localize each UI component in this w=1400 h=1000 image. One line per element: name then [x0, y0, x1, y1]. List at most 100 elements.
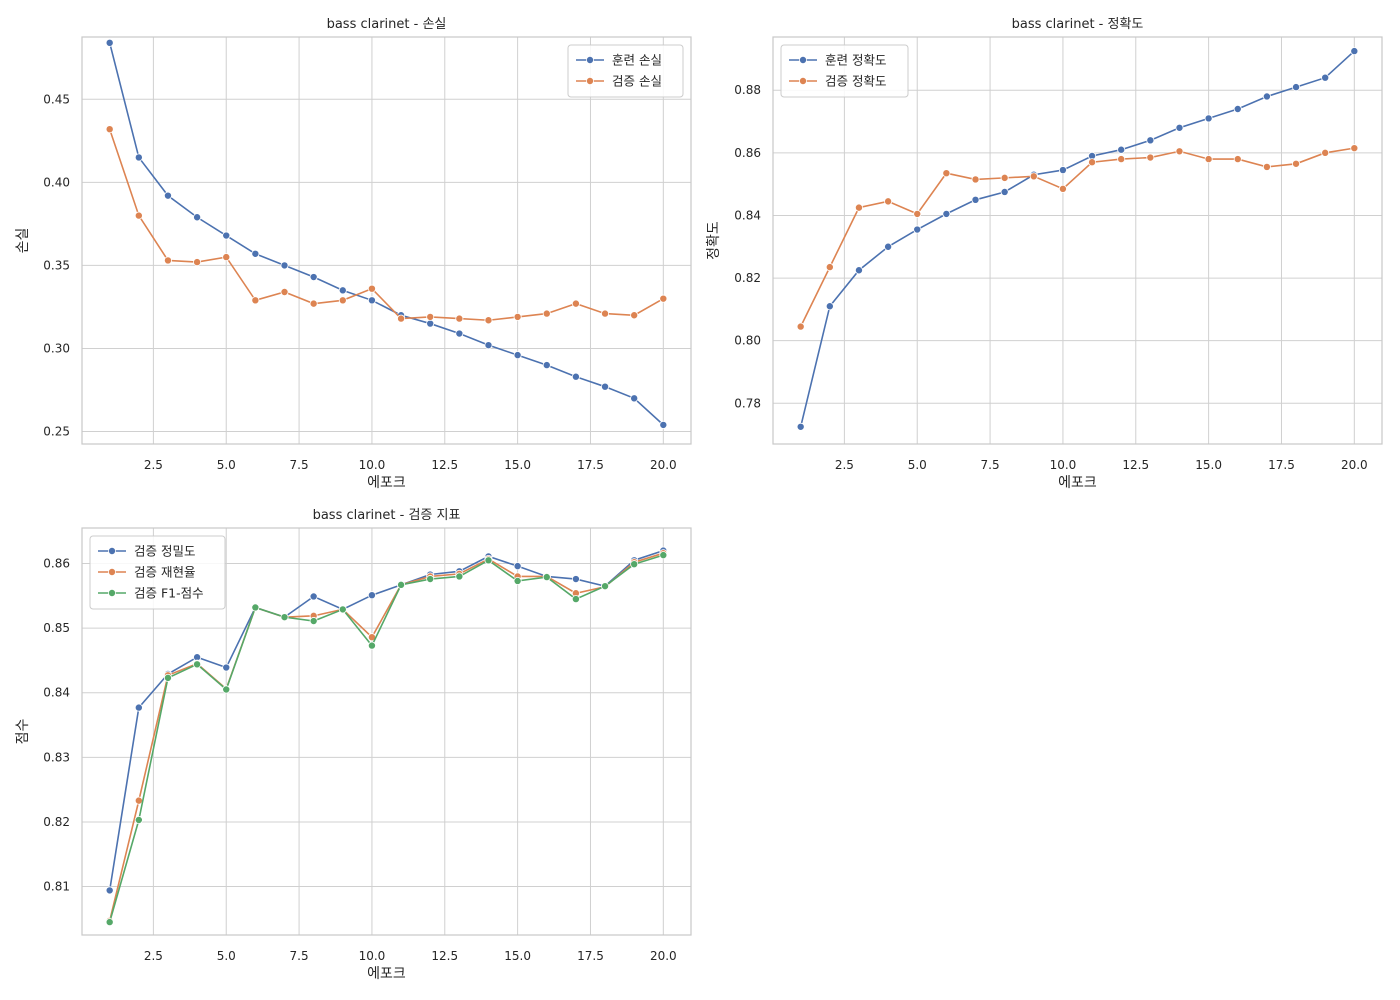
- x-tick-label: 5.0: [217, 949, 236, 963]
- x-tick-label: 15.0: [1195, 458, 1222, 472]
- data-point: [601, 582, 610, 591]
- data-point: [1204, 114, 1213, 123]
- data-point: [571, 595, 580, 604]
- legend-label: 검증 F1-점수: [134, 586, 204, 601]
- data-point: [601, 382, 610, 391]
- data-point: [659, 294, 668, 303]
- x-tick-label: 5.0: [217, 458, 236, 472]
- series-path: [108, 128, 664, 322]
- data-point: [1146, 136, 1155, 145]
- plot-frame: [81, 36, 692, 445]
- data-point: [571, 372, 580, 381]
- chart-panel-3: 2.5 5.0 7.5 10.0 12.5 15.0 17.5 20.0 0.81 0.82 0.8…: [15, 508, 692, 982]
- legend-marker: [108, 547, 117, 556]
- legend-marker: [108, 568, 117, 577]
- data-point: [1233, 155, 1242, 164]
- chart-title: bass clarinet - 검증 지표: [313, 508, 461, 523]
- data-point: [1233, 105, 1242, 114]
- data-point: [426, 575, 435, 584]
- y-tick-label: 0.25: [43, 425, 70, 439]
- y-tick-label: 0.82: [43, 815, 70, 829]
- data-point: [1058, 166, 1067, 175]
- data-point: [1117, 155, 1126, 164]
- x-tick-label: 2.5: [835, 458, 854, 472]
- data-point: [854, 266, 863, 275]
- legend-marker: [108, 589, 117, 598]
- y-tick-label: 0.45: [43, 92, 70, 106]
- y-tick-label: 0.84: [734, 208, 761, 222]
- legend-marker: [799, 77, 808, 86]
- x-tick-label: 2.5: [144, 949, 163, 963]
- data-point: [1058, 184, 1067, 193]
- y-tick-label: 0.86: [734, 146, 761, 160]
- data-point: [163, 673, 172, 682]
- data-point: [1262, 92, 1271, 101]
- data-point: [163, 191, 172, 200]
- data-point: [134, 816, 143, 825]
- data-point: [971, 175, 980, 184]
- data-point: [542, 361, 551, 370]
- y-tick-label: 0.40: [43, 175, 70, 189]
- data-point: [1000, 187, 1009, 196]
- data-point: [854, 203, 863, 212]
- data-point: [1321, 73, 1330, 82]
- legend-label: 훈련 정확도: [825, 53, 886, 68]
- y-tick-label: 0.88: [734, 83, 761, 97]
- data-point: [367, 641, 376, 650]
- data-point: [163, 256, 172, 265]
- data-point: [426, 319, 435, 328]
- chart-panel-2: 2.5 5.0 7.5 10.0 12.5 15.0 17.5 20.0 0.78 0.80 0.8…: [706, 17, 1383, 491]
- data-point: [280, 613, 289, 622]
- data-point: [455, 329, 464, 338]
- data-point: [796, 322, 805, 331]
- x-tick-label: 7.5: [981, 458, 1000, 472]
- data-point: [134, 703, 143, 712]
- data-point: [542, 573, 551, 582]
- y-tick-label: 0.30: [43, 341, 70, 355]
- data-point: [251, 296, 260, 305]
- x-tick-label: 5.0: [908, 458, 927, 472]
- x-tick-label: 12.5: [1122, 458, 1149, 472]
- data-point: [134, 211, 143, 220]
- x-tick-label: 10.0: [359, 949, 386, 963]
- legend-label: 검증 손실: [612, 74, 662, 89]
- data-point: [367, 284, 376, 293]
- y-tick-label: 0.86: [43, 557, 70, 571]
- data-point: [1029, 172, 1038, 181]
- x-tick-label: 15.0: [504, 458, 531, 472]
- x-tick-label: 20.0: [650, 458, 677, 472]
- data-point: [513, 312, 522, 321]
- data-point: [105, 38, 114, 47]
- data-point: [397, 314, 406, 323]
- x-tick-label: 20.0: [650, 949, 677, 963]
- x-axis-label: 에포크: [367, 966, 406, 982]
- data-point: [222, 253, 231, 262]
- data-point: [630, 311, 639, 320]
- x-tick-label: 17.5: [1268, 458, 1295, 472]
- data-point: [426, 312, 435, 321]
- x-tick-label: 10.0: [1050, 458, 1077, 472]
- y-tick-label: 0.80: [734, 334, 761, 348]
- x-tick-label: 20.0: [1341, 458, 1368, 472]
- legend-box: [780, 44, 909, 98]
- x-tick-label: 15.0: [504, 949, 531, 963]
- data-point: [1350, 144, 1359, 153]
- chart-title: bass clarinet - 손실: [327, 17, 447, 32]
- data-point: [455, 314, 464, 323]
- data-point: [193, 213, 202, 222]
- y-tick-label: 0.35: [43, 258, 70, 272]
- y-axis-label: 정확도: [706, 221, 722, 260]
- x-axis-label: 에포크: [1058, 475, 1097, 491]
- data-point: [338, 296, 347, 305]
- y-tick-label: 0.85: [43, 621, 70, 635]
- data-point: [309, 617, 318, 626]
- data-point: [884, 242, 893, 251]
- data-point: [280, 287, 289, 296]
- series-path: [108, 549, 664, 891]
- data-point: [222, 231, 231, 240]
- chart-panel-1: 2.5 5.0 7.5 10.0 12.5 15.0 17.5 20.0 0.25 0.30 0.3…: [15, 17, 692, 491]
- y-axis-label: 점수: [15, 719, 31, 745]
- series-path: [799, 50, 1355, 427]
